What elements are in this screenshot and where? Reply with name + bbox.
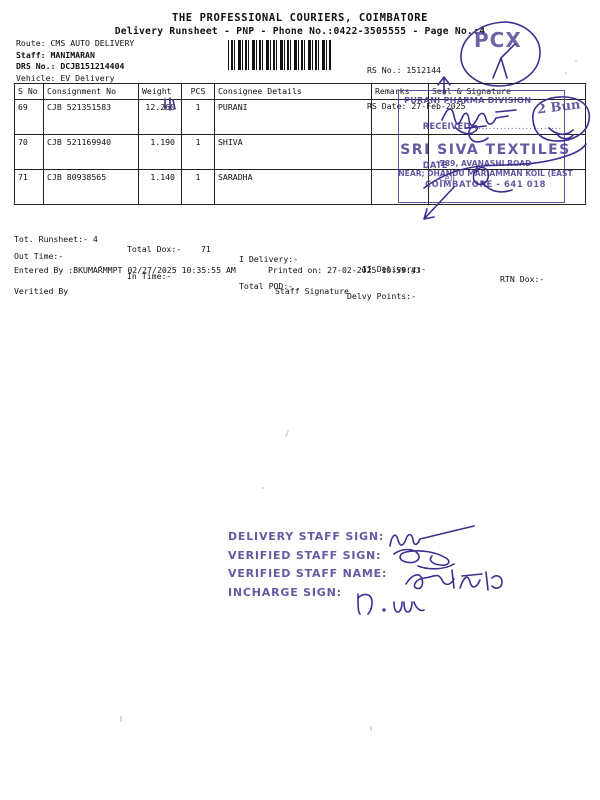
col-consignee: Consignee Details xyxy=(214,83,372,100)
cell-s-no: 70 xyxy=(14,134,44,170)
out-time: Out Time:- xyxy=(14,251,64,261)
incharge-signature-ink xyxy=(357,593,425,615)
scan-artifact xyxy=(370,726,372,731)
cell-pcs: 1 xyxy=(181,169,215,205)
scan-artifact xyxy=(120,716,122,722)
staff-signature-label: Staff Signature xyxy=(275,286,349,296)
cell-seal xyxy=(428,99,586,135)
cell-consignment-no: CJB 80938565 xyxy=(43,169,139,205)
cell-remarks xyxy=(371,99,429,135)
col-weight: Weight xyxy=(138,83,182,100)
company-title: THE PROFESSIONAL COURIERS, COIMBATORE xyxy=(171,12,429,24)
total-dox: Total Dox:- 71 xyxy=(127,244,211,254)
cell-consignee: SARADHA xyxy=(214,169,372,205)
runsheet-meta-left: Route: CMS AUTO DELIVERY Staff: MANIMARA… xyxy=(16,38,134,84)
table-row: 69 CJB 521351583 12.260 1 PURANI xyxy=(14,99,586,135)
table-header-row: S No Consignment No Weight PCS Consignee… xyxy=(14,83,586,100)
verified-staff-signature-ink xyxy=(393,548,455,570)
cell-weight: 12.260 xyxy=(138,99,182,135)
verified-staff-name-label: VERIFIED STAFF NAME: xyxy=(228,567,388,580)
table-row: 71 CJB 80938565 1.140 1 SARADHA xyxy=(14,169,586,205)
table-row: 70 CJB 521169940 1.190 1 SHIVA xyxy=(14,134,586,170)
verified-staff-sign-label: VERIFIED STAFF SIGN: xyxy=(228,548,382,562)
col-consignment-no: Consignment No xyxy=(43,83,139,100)
totals-section: Tot. Runsheet:- 4 Total Dox:- 71 I Deliv… xyxy=(14,224,586,301)
cell-s-no: 71 xyxy=(14,169,44,205)
cell-remarks xyxy=(371,169,429,205)
ii-delivery: II Delivery:- xyxy=(362,264,427,274)
col-remarks: Remarks xyxy=(371,83,429,100)
delivery-staff-sign-label: DELIVERY STAFF SIGN: xyxy=(228,530,385,543)
drs-no-line: DRS No.: DCJB151214404 xyxy=(16,61,125,72)
total-pod: Total POD:- xyxy=(239,281,294,291)
entered-by-line: Entered By :BKUMARMMPT 02/27/2025 10:35:… xyxy=(14,265,236,275)
scan-artifact xyxy=(284,429,290,438)
cell-seal xyxy=(428,134,586,170)
consignment-table: S No Consignment No Weight PCS Consignee… xyxy=(14,83,586,205)
delivery-staff-signature-ink xyxy=(389,525,475,547)
vehicle-line: Vehicle: EV Delivery xyxy=(16,72,115,83)
cell-remarks xyxy=(371,134,429,170)
cell-consignee: SHIVA xyxy=(214,134,372,170)
page-number: Page No.:4 xyxy=(424,26,486,37)
cell-pcs: 1 xyxy=(181,134,215,170)
incharge-sign-label: INCHARGE SIGN: xyxy=(228,585,342,599)
verified-staff-name-ink xyxy=(405,569,503,591)
scan-artifact xyxy=(262,487,264,489)
i-delivery: I Delivery:- xyxy=(239,254,299,264)
rtn-dox: RTN Dox:- xyxy=(500,274,545,284)
delvy-points: Delvy Points:- xyxy=(347,291,417,301)
cell-pcs: 1 xyxy=(181,99,215,135)
in-time: In Time:- xyxy=(127,271,172,281)
signoff-stamp: DELIVERY STAFF SIGN: VERIFIED STAFF SIGN… xyxy=(228,528,387,602)
printed-on-line: Printed on: 27-02-2025 10:59:43 xyxy=(268,265,421,275)
cell-consignment-no: CJB 521169940 xyxy=(43,134,139,170)
scan-artifact xyxy=(575,60,577,62)
col-seal-signature: Seal & Signature xyxy=(428,83,586,100)
cell-weight: 1.190 xyxy=(138,134,182,170)
col-pcs: PCS xyxy=(181,83,215,100)
cell-consignee: PURANI xyxy=(214,99,372,135)
col-s-no: S No xyxy=(14,83,44,100)
cell-consignment-no: CJB 521351583 xyxy=(43,99,139,135)
out-time-dash: - xyxy=(98,261,103,271)
totals-row-2: Out Time:- - In Time:- Total POD:- Delvy… xyxy=(14,241,586,301)
cell-s-no: 69 xyxy=(14,99,44,135)
scan-artifact xyxy=(565,72,567,74)
route-line: Route: CMS AUTO DELIVERY xyxy=(16,38,135,48)
cell-weight: 1.140 xyxy=(138,169,182,205)
staff-line: Staff: MANIMARAN xyxy=(16,49,95,60)
cell-seal xyxy=(428,169,586,205)
verified-by-label: Veritied By xyxy=(14,286,69,296)
rs-no-line: RS No.: 1512144 xyxy=(367,65,441,75)
tot-runsheet: Tot. Runsheet:- 4 xyxy=(14,234,98,244)
subtitle-text: Delivery Runsheet - PNP - Phone No.:0422… xyxy=(114,26,419,37)
runsheet-barcode xyxy=(228,40,332,70)
document-subtitle: Delivery Runsheet - PNP - Phone No.:0422… xyxy=(0,26,600,37)
totals-row-1: Tot. Runsheet:- 4 Total Dox:- 71 I Deliv… xyxy=(14,224,586,284)
